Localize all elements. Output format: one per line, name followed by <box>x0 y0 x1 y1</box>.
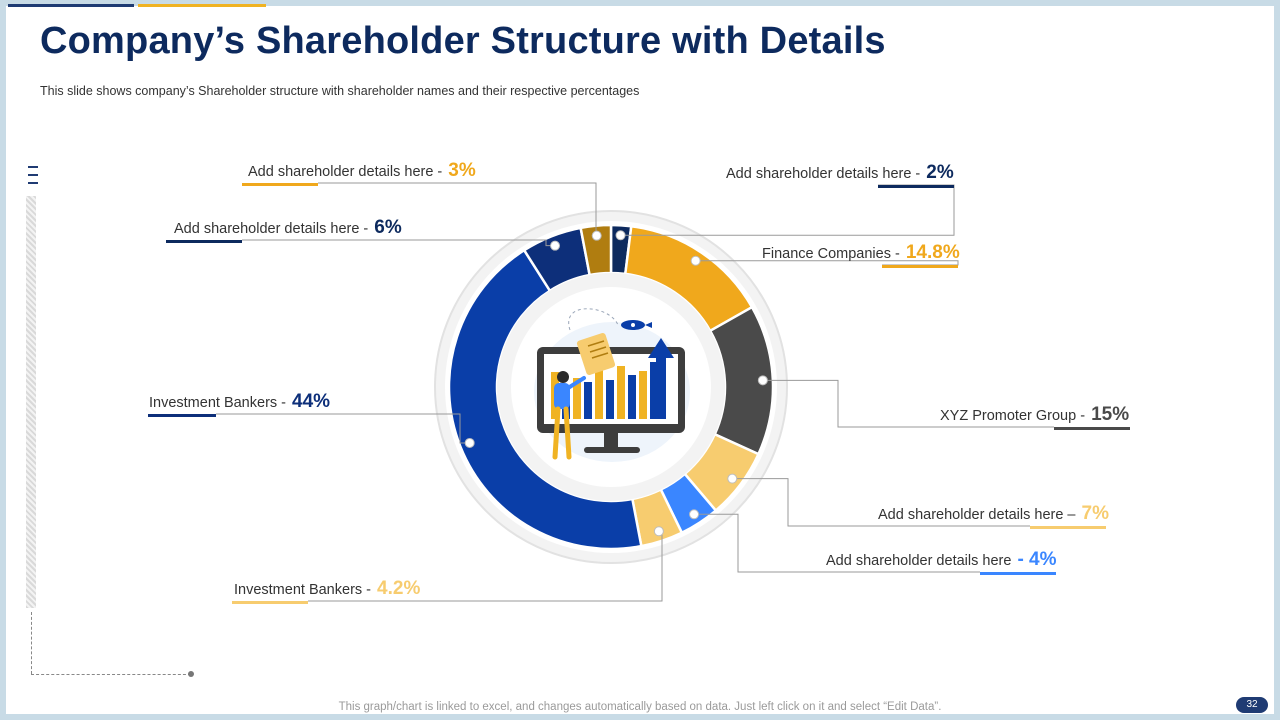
slice-label-underline-5 <box>232 601 308 604</box>
slice-label-8: Add shareholder details here - 3% <box>248 161 476 182</box>
slice-label-underline-3 <box>1030 526 1106 529</box>
slice-marker-4 <box>689 509 700 520</box>
leader-line-4 <box>694 513 980 573</box>
leader-lines <box>216 182 1054 602</box>
slice-label-underline-0 <box>878 185 954 188</box>
slice-label-underline-1 <box>882 265 958 268</box>
slice-label-text: Add shareholder details here - <box>248 164 447 180</box>
footer-note: This graph/chart is linked to excel, and… <box>338 701 942 713</box>
slice-label-text: Add shareholder details here – <box>878 507 1080 523</box>
slice-label-value: 44% <box>292 391 331 412</box>
rocket-icon <box>621 320 652 330</box>
left-decorative-strip <box>26 196 36 608</box>
analyst-illustration <box>534 308 690 462</box>
slice-label-value: 7% <box>1081 503 1109 524</box>
slice-label-text: Investment Bankers - <box>234 582 376 598</box>
clipboard-icon <box>576 333 616 375</box>
slice-label-value: 2% <box>926 162 954 183</box>
leader-line-2 <box>762 379 1054 428</box>
slice-marker-8 <box>591 230 602 241</box>
slice-label-underline-2 <box>1054 427 1130 430</box>
slice-marker-0 <box>615 230 626 241</box>
slice-label-underline-6 <box>148 414 216 417</box>
slice-marker-3 <box>727 473 738 484</box>
menu-lines-icon <box>24 166 38 196</box>
slice-label-underline-8 <box>242 183 318 186</box>
slice-marker-7 <box>550 240 561 251</box>
slice-label-6: Investment Bankers - 44% <box>149 392 330 413</box>
slice-label-text: Investment Bankers - <box>149 395 291 411</box>
slice-label-5: Investment Bankers - 4.2% <box>234 579 420 600</box>
slice-label-underline-7 <box>166 240 242 243</box>
leader-line-6 <box>216 413 470 444</box>
page-subtitle: This slide shows company’s Shareholder s… <box>40 84 640 98</box>
decorative-dashed-line-vertical <box>31 612 32 674</box>
decorative-dot <box>188 671 194 677</box>
slice-label-3: Add shareholder details here – 7% <box>878 504 1109 525</box>
slice-label-text: Add shareholder details here - <box>726 166 925 182</box>
slice-label-value: 6% <box>374 217 402 238</box>
slice-marker-2 <box>757 375 768 386</box>
slice-label-1: Finance Companies - 14.8% <box>762 243 960 264</box>
donut-slices <box>447 223 775 551</box>
slice-label-value: 15% <box>1091 404 1130 425</box>
slice-label-value: 3% <box>448 160 476 181</box>
slice-marker-5 <box>653 526 664 537</box>
person-icon <box>552 371 586 460</box>
slice-label-4: Add shareholder details here - 4% <box>826 550 1057 571</box>
slice-label-2: XYZ Promoter Group - 15% <box>940 405 1129 426</box>
slice-label-text: XYZ Promoter Group - <box>940 408 1090 424</box>
slice-label-text: Add shareholder details here - <box>174 221 373 237</box>
top-accent-gold <box>138 4 266 7</box>
slice-label-value: - 4% <box>1017 549 1057 570</box>
slice-label-value: 4.2% <box>377 578 421 599</box>
up-arrow-icon <box>648 338 674 419</box>
slice-label-text: Finance Companies - <box>762 246 904 262</box>
decorative-dashed-line-horizontal <box>31 674 191 675</box>
slice-marker-6 <box>464 437 475 448</box>
slice-label-text: Add shareholder details here <box>826 553 1016 569</box>
leader-line-3 <box>732 478 1030 527</box>
slice-label-underline-4 <box>980 572 1056 575</box>
slice-label-7: Add shareholder details here - 6% <box>174 218 402 239</box>
slice-label-value: 14.8% <box>905 242 960 263</box>
slice-marker-1 <box>690 255 701 266</box>
slice-label-0: Add shareholder details here - 2% <box>726 163 954 184</box>
page-title: Company’s Shareholder Structure with Det… <box>40 20 886 62</box>
page-number-badge: 32 <box>1236 697 1268 713</box>
top-accent-navy <box>8 4 134 7</box>
